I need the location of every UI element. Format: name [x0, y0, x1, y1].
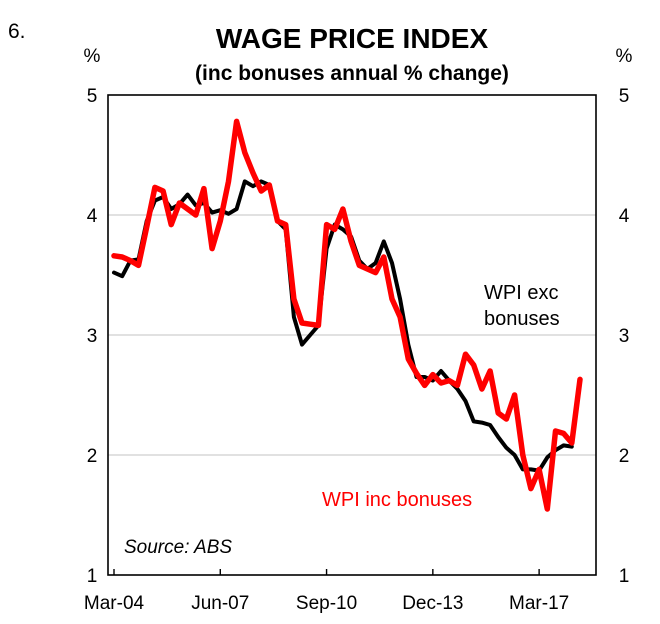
y-tick-label-right: 4	[619, 206, 630, 227]
x-tick-label: Mar-04	[84, 593, 145, 614]
x-tick-label: Dec-13	[402, 593, 463, 614]
legend-label-wpi-exc-line2: bonuses	[484, 308, 560, 330]
y-tick-label-left: 2	[87, 446, 98, 467]
y-tick-label-right: 5	[619, 86, 630, 107]
y-tick-label-right: 2	[619, 446, 630, 467]
y-tick-label-right: 1	[619, 566, 630, 587]
x-tick-label: Mar-17	[509, 593, 569, 614]
y-tick-label-left: 1	[87, 566, 98, 587]
y-tick-label-left: 4	[87, 206, 98, 227]
series-line-wpi-exc-bonuses	[112, 179, 574, 473]
x-tick-label: Jun-07	[191, 593, 249, 614]
chart-title: WAGE PRICE INDEX	[216, 23, 489, 54]
plot-frame	[107, 94, 597, 576]
y-tick-labels: 1 1 2 2 3 3 4 4 5 5	[87, 86, 630, 587]
source-note: Source: ABS	[124, 537, 232, 558]
y-unit-right: %	[616, 46, 633, 67]
series-line-wpi-inc-bonuses	[111, 118, 583, 512]
figure-number: 6.	[8, 20, 26, 43]
series-lines	[111, 118, 583, 512]
legend-label-wpi-exc-line1: WPI exc	[484, 282, 558, 304]
legend-label-wpi-inc: WPI inc bonuses	[322, 489, 472, 511]
x-tick-labels: Mar-04 Jun-07 Sep-10 Dec-13 Mar-17	[84, 569, 569, 614]
y-tick-label-right: 3	[619, 326, 630, 347]
y-tick-label-left: 5	[87, 86, 98, 107]
y-unit-left: %	[84, 46, 101, 67]
y-tick-label-left: 3	[87, 326, 98, 347]
x-tick-label: Sep-10	[296, 593, 357, 614]
chart-subtitle: (inc bonuses annual % change)	[195, 62, 509, 85]
